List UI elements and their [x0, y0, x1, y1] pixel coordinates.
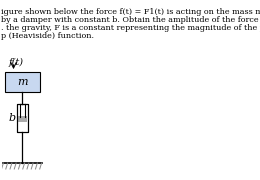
Bar — [18, 116, 27, 122]
Text: m: m — [17, 77, 28, 87]
Bar — [17, 104, 28, 132]
Text: p (Heaviside) function.: p (Heaviside) function. — [1, 32, 94, 40]
Text: f(t): f(t) — [9, 58, 24, 67]
Text: b: b — [9, 113, 16, 123]
Bar — [17, 104, 28, 132]
Bar — [5, 72, 40, 92]
Text: igure shown below the force f(t) = F1(t) is acting on the mass m which is connec: igure shown below the force f(t) = F1(t)… — [1, 8, 260, 16]
Text: . the gravity, F is a constant representing the magnitude of the posed force and: . the gravity, F is a constant represent… — [1, 24, 260, 32]
Text: by a damper with constant b. Obtain the amplitude of the force transmitted to th: by a damper with constant b. Obtain the … — [1, 16, 260, 24]
